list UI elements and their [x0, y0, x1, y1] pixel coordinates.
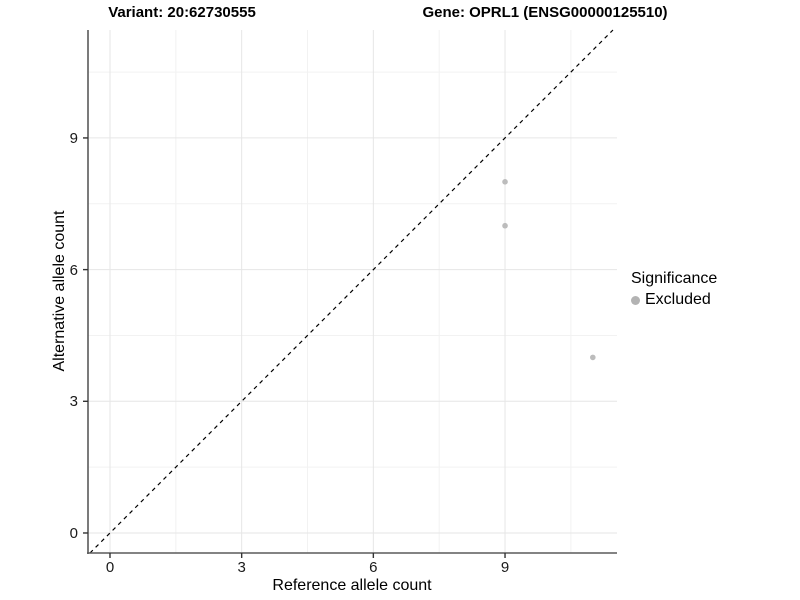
y-tick-label: 3: [69, 393, 78, 411]
plot-title-variant: Variant: 20:62730555: [108, 4, 256, 21]
y-tick-label: 0: [69, 524, 78, 542]
x-tick-label: 0: [105, 559, 115, 576]
plot-title-gene: Gene: OPRL1 (ENSG00000125510): [422, 4, 668, 21]
identity-dashed-line: [89, 29, 614, 554]
legend-item-excluded: Excluded: [631, 291, 717, 309]
legend-title: Significance: [631, 270, 718, 287]
x-tick-label: 6: [369, 559, 378, 576]
data-point: [502, 222, 508, 229]
legend-item-label: Excluded: [645, 291, 711, 308]
legend-point-icon: [631, 295, 640, 305]
y-axis-title: Alternative allele count: [51, 210, 68, 372]
legend: Significance Excluded: [631, 270, 717, 309]
x-tick-label: 3: [237, 559, 246, 576]
y-tick-label: 6: [69, 261, 78, 279]
data-point: [502, 179, 508, 185]
data-point: [590, 354, 596, 361]
y-tick-label: 9: [69, 129, 78, 147]
x-tick-label: 9: [500, 559, 510, 576]
x-axis-title: Reference allele count: [272, 577, 432, 594]
